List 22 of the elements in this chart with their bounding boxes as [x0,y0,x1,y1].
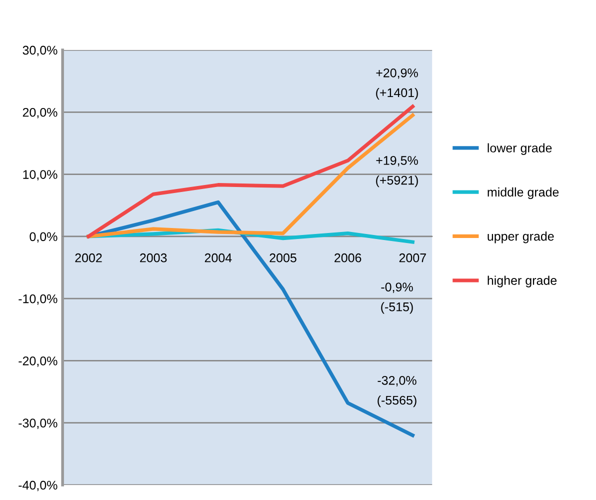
legend-label: higher grade [488,276,557,288]
x-tick-label: 2006 [334,253,362,262]
annotation: -0,9% (-515) [381,282,413,314]
x-tick-label: 2005 [270,253,296,262]
annotation: +20,9% (+1401) [376,68,418,100]
x-tick-label: 2002 [75,253,102,262]
y-tick-label: 0,0% [30,232,58,243]
y-tick-label: -20,0% [18,356,58,367]
y-tick-label: -40,0% [18,480,58,492]
legend-label: middle grade [488,187,559,200]
annotation: -32,0% (-5565) [378,376,416,408]
legend-label: lower grade [488,143,552,155]
x-tick-label: 2007 [399,253,426,262]
y-tick-label: 20,0% [22,108,58,118]
y-tick-label: -30,0% [18,418,58,429]
annotation: +19,5% (+5921) [376,156,418,188]
x-tick-label: 2003 [140,253,167,262]
x-tick-label: 2004 [204,253,232,262]
legend-label: upper grade [488,232,554,244]
y-tick-label: -10,0% [18,294,58,305]
y-tick-label: 10,0% [23,170,58,180]
y-tick-label: 30,0% [22,46,58,56]
